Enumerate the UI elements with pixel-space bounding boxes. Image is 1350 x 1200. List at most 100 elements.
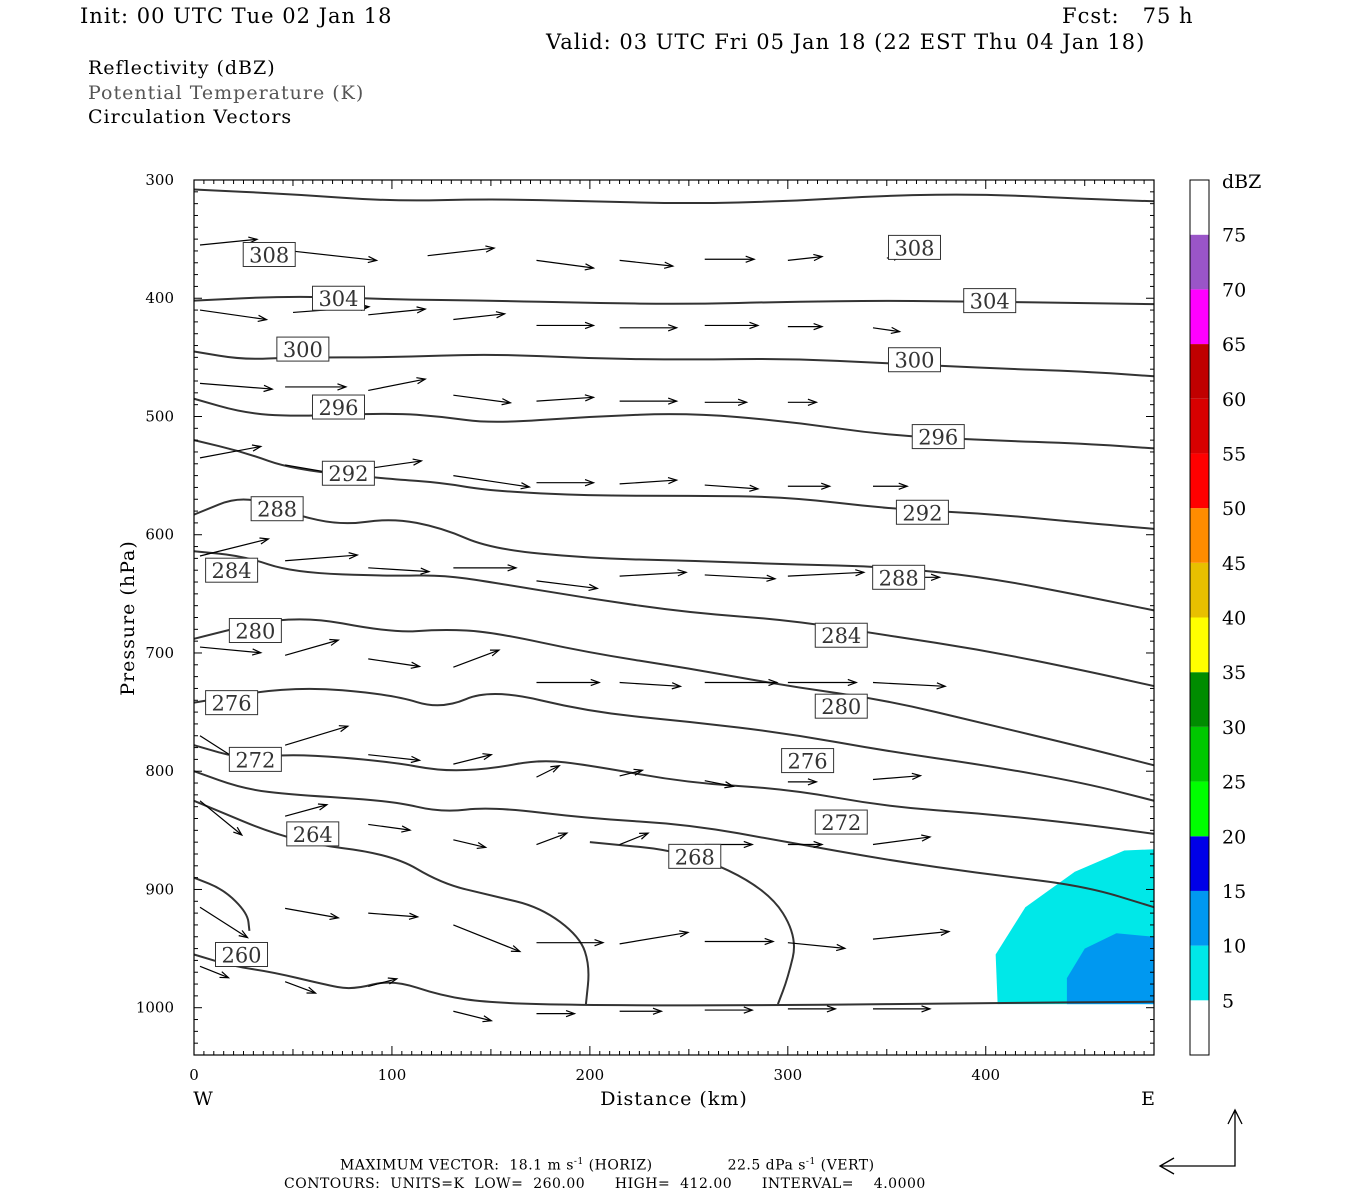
vector-head bbox=[489, 649, 501, 657]
circulation-vector bbox=[704, 484, 760, 492]
circulation-vector bbox=[872, 834, 932, 846]
vector-head bbox=[329, 912, 341, 921]
vector-head bbox=[588, 583, 600, 592]
vector-head bbox=[590, 678, 601, 687]
vector-shaft bbox=[199, 238, 258, 246]
circulation-vector bbox=[368, 306, 427, 316]
colorbar-level-label: 20 bbox=[1222, 826, 1246, 848]
circulation-vector bbox=[619, 324, 679, 332]
vector-head bbox=[550, 764, 561, 773]
colorbar-level-label: 65 bbox=[1222, 334, 1246, 356]
vector-shaft bbox=[199, 646, 261, 654]
max-vector-vert: 22.5 dPa s bbox=[727, 1157, 806, 1174]
circulation-vector bbox=[619, 832, 650, 846]
contour-label-box bbox=[205, 690, 259, 716]
vector-shaft bbox=[619, 681, 681, 687]
exp-1: -1 bbox=[573, 1157, 584, 1167]
vector-shaft bbox=[536, 765, 560, 778]
circulation-vector bbox=[199, 236, 259, 246]
circulation-vector bbox=[787, 840, 824, 849]
max-vector-caption: MAXIMUM VECTOR: 18.1 m s-1 (HORIZ) 22.5 d… bbox=[340, 1157, 875, 1174]
vector-shaft bbox=[368, 308, 426, 316]
x-tick-label: 100 bbox=[378, 1066, 407, 1084]
circulation-vector bbox=[872, 326, 902, 335]
vector-head bbox=[557, 832, 569, 840]
vector-head bbox=[594, 939, 605, 947]
circulation-vector bbox=[368, 458, 424, 470]
colorbar: 5 10 15 20 25 30 35 40 45 50 55 60 65 70 75 dBZ bbox=[1189, 171, 1261, 1056]
vector-head bbox=[911, 772, 923, 780]
contour-label-text: 260 bbox=[221, 943, 261, 967]
vector-head bbox=[667, 397, 679, 405]
colorbar-band bbox=[1190, 836, 1209, 891]
vector-head bbox=[337, 383, 348, 391]
vector-head bbox=[855, 569, 866, 577]
circulation-vector bbox=[536, 259, 596, 271]
contour-label-text: 276 bbox=[212, 692, 252, 716]
circulation-vector bbox=[787, 942, 847, 952]
circulation-vector bbox=[453, 564, 518, 572]
vector-shaft bbox=[619, 832, 649, 846]
vector-shaft bbox=[536, 580, 598, 590]
colorbar-band bbox=[1190, 726, 1209, 782]
circulation-vector bbox=[453, 475, 532, 490]
contour-label: 308 bbox=[887, 234, 941, 260]
vector-shaft bbox=[199, 800, 243, 836]
contour-label-text: 296 bbox=[318, 396, 358, 420]
y-tick-label: 500 bbox=[145, 407, 174, 425]
vector-shaft bbox=[704, 484, 758, 490]
vector-shaft bbox=[199, 906, 248, 939]
vector-head bbox=[663, 261, 675, 269]
vector-head bbox=[813, 253, 824, 262]
circulation-vector bbox=[872, 482, 909, 490]
vector-shaft bbox=[284, 981, 316, 994]
colorbar-band bbox=[1190, 344, 1209, 399]
contour-label-text: 284 bbox=[821, 624, 861, 648]
vector-shaft bbox=[787, 256, 823, 262]
vector-head bbox=[482, 1015, 494, 1023]
vector-head bbox=[482, 753, 494, 761]
vector-head bbox=[317, 803, 329, 811]
vector-shaft bbox=[872, 836, 931, 846]
circulation-vector bbox=[536, 1009, 577, 1018]
circulation-vector bbox=[704, 574, 777, 582]
vector-head bbox=[768, 678, 779, 687]
theta-contour-292 bbox=[193, 439, 1155, 530]
vector-head bbox=[401, 825, 412, 833]
reference-vector-head-up bbox=[1227, 1108, 1243, 1125]
x-tick-label: 300 bbox=[773, 1066, 802, 1084]
colorbar-level-label: 45 bbox=[1222, 553, 1246, 575]
colorbar-band bbox=[1190, 672, 1209, 727]
vector-head bbox=[251, 444, 263, 452]
contour-label-text: 300 bbox=[283, 338, 323, 362]
vector-head bbox=[921, 834, 932, 842]
contour-label: 284 bbox=[205, 557, 259, 583]
vector-head bbox=[671, 682, 683, 690]
east-label: E bbox=[1141, 1088, 1155, 1110]
theta-contour-268 bbox=[193, 770, 1155, 909]
vector-head bbox=[584, 263, 596, 271]
vector-head bbox=[807, 398, 819, 406]
circulation-vector bbox=[368, 377, 427, 392]
vert-label: (VERT) bbox=[815, 1157, 875, 1174]
vector-head bbox=[639, 832, 650, 840]
circulation-vector bbox=[199, 382, 274, 393]
init-time: Init: 00 UTC Tue 02 Jan 18 bbox=[80, 4, 393, 28]
vector-shaft bbox=[284, 725, 348, 746]
vector-shaft bbox=[284, 639, 339, 656]
contour-label: 276 bbox=[205, 690, 259, 716]
contour-label-box bbox=[963, 288, 1017, 314]
contour-label-box bbox=[814, 622, 868, 648]
vector-head bbox=[807, 778, 819, 786]
theta-contour-260 bbox=[193, 876, 251, 931]
circulation-vector bbox=[704, 398, 749, 406]
circulation-vector bbox=[368, 567, 431, 575]
colorbar-level-label: 75 bbox=[1222, 225, 1246, 247]
vector-shaft bbox=[199, 538, 269, 557]
vector-head bbox=[263, 384, 274, 393]
circulation-vector bbox=[199, 965, 231, 979]
contour-label-box bbox=[911, 424, 965, 450]
vector-head bbox=[408, 912, 420, 920]
contour-label: 284 bbox=[814, 622, 868, 648]
vector-shaft bbox=[536, 832, 568, 846]
